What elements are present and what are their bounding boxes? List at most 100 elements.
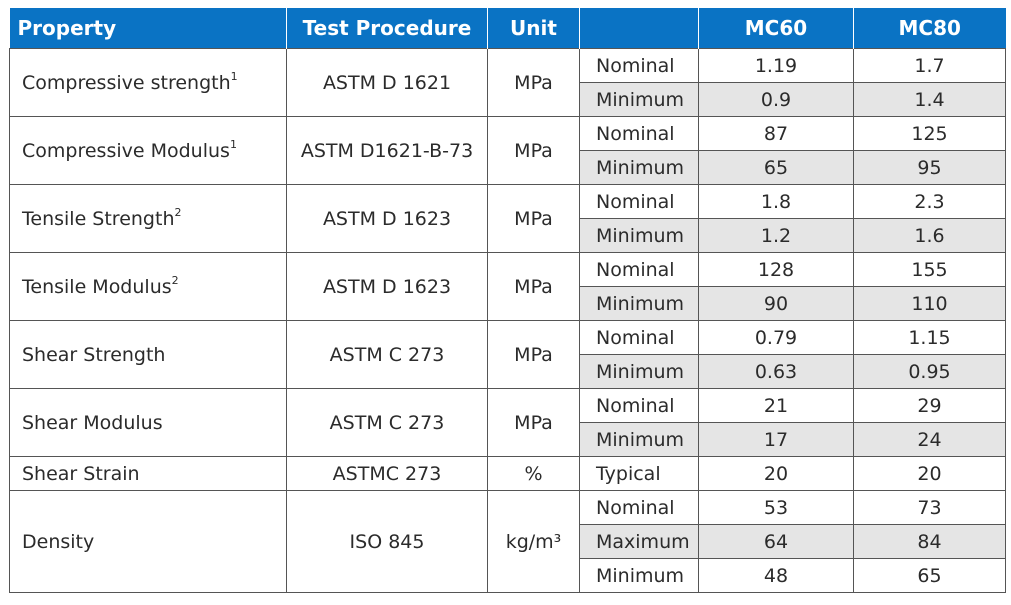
property-name: Compressive Modulus xyxy=(22,139,230,162)
header-mc80: MC80 xyxy=(853,8,1006,49)
property-cell: Shear Strength xyxy=(9,320,287,389)
mc80-value-cell: 73 xyxy=(853,490,1006,525)
value-type-cell: Minimum xyxy=(579,422,699,457)
property-name: Tensile Modulus xyxy=(22,275,172,298)
mc60-value-cell: 87 xyxy=(698,116,854,151)
mc60-value-cell: 0.79 xyxy=(698,320,854,355)
mc80-value-cell: 2.3 xyxy=(853,184,1006,219)
property-cell: Tensile Modulus2 xyxy=(9,252,287,321)
mc80-value-cell: 1.4 xyxy=(853,82,1006,117)
header-row: Property Test Procedure Unit MC60 MC80 xyxy=(9,8,1006,49)
value-type-cell: Typical xyxy=(579,456,699,491)
mc80-value-cell: 95 xyxy=(853,150,1006,185)
value-type-cell: Maximum xyxy=(579,524,699,559)
value-type-cell: Minimum xyxy=(579,286,699,321)
property-cell: Compressive strength1 xyxy=(9,48,287,117)
value-type-cell: Minimum xyxy=(579,218,699,253)
mc60-value-cell: 48 xyxy=(698,558,854,593)
mc80-value-cell: 1.6 xyxy=(853,218,1006,253)
property-name: Shear Strain xyxy=(22,462,140,485)
mc60-value-cell: 65 xyxy=(698,150,854,185)
property-cell: Density xyxy=(9,490,287,593)
mc60-value-cell: 20 xyxy=(698,456,854,491)
property-cell: Shear Modulus xyxy=(9,388,287,457)
mc80-value-cell: 24 xyxy=(853,422,1006,457)
mc60-value-cell: 64 xyxy=(698,524,854,559)
test-procedure-cell: ASTM D 1621 xyxy=(286,48,488,117)
mc80-value-cell: 65 xyxy=(853,558,1006,593)
footnote-marker: 1 xyxy=(229,137,237,151)
mc60-value-cell: 128 xyxy=(698,252,854,287)
value-type-cell: Minimum xyxy=(579,82,699,117)
footnote-marker: 2 xyxy=(174,205,182,219)
mc60-value-cell: 1.19 xyxy=(698,48,854,83)
table-row: Minimum 0.9 1.4 xyxy=(10,82,1006,117)
table-row: Minimum 48 65 xyxy=(10,558,1006,593)
header-test-procedure: Test Procedure xyxy=(286,8,488,49)
mc80-value-cell: 1.7 xyxy=(853,48,1006,83)
unit-cell: % xyxy=(487,456,580,491)
properties-table: Property Test Procedure Unit MC60 MC80 C… xyxy=(9,8,1006,593)
table-row: Tensile Modulus2 ASTM D 1623 MPa Nominal 128… xyxy=(9,252,1006,321)
mc80-value-cell: 155 xyxy=(853,252,1006,287)
value-type-cell: Nominal xyxy=(579,48,699,83)
unit-cell: MPa xyxy=(487,252,580,321)
header-value-type xyxy=(579,8,699,49)
table-row: Minimum 0.63 0.95 xyxy=(10,354,1006,389)
test-procedure-cell: ASTM D 1623 xyxy=(286,184,488,253)
value-type-cell: Nominal xyxy=(579,388,699,423)
test-procedure-cell: ASTMC 273 xyxy=(286,456,488,491)
header-mc60: MC60 xyxy=(698,8,854,49)
property-cell: Tensile Strength2 xyxy=(9,184,287,253)
test-procedure-cell: ASTM C 273 xyxy=(286,320,488,389)
unit-cell: MPa xyxy=(487,320,580,389)
unit-cell: MPa xyxy=(487,48,580,117)
unit-cell: MPa xyxy=(487,116,580,185)
mc80-value-cell: 1.15 xyxy=(853,320,1006,355)
value-type-cell: Nominal xyxy=(579,320,699,355)
mc60-value-cell: 1.2 xyxy=(698,218,854,253)
table-row: Compressive strength1 ASTM D 1621 MPa Nomin… xyxy=(9,48,1006,117)
value-type-cell: Nominal xyxy=(579,116,699,151)
mc60-value-cell: 0.9 xyxy=(698,82,854,117)
mc80-value-cell: 125 xyxy=(853,116,1006,151)
value-type-cell: Minimum xyxy=(579,150,699,185)
mc60-value-cell: 1.8 xyxy=(698,184,854,219)
mc80-value-cell: 20 xyxy=(853,456,1006,491)
test-procedure-cell: ASTM D1621-B-73 xyxy=(286,116,488,185)
table-body: Compressive strength1 ASTM D 1621 MPa Nomin… xyxy=(9,48,1006,593)
property-cell: Shear Strain xyxy=(9,456,287,491)
table-row: Minimum 65 95 xyxy=(10,150,1006,185)
footnote-marker: 1 xyxy=(230,69,238,83)
mc60-value-cell: 0.63 xyxy=(698,354,854,389)
unit-cell: MPa xyxy=(487,388,580,457)
mc60-value-cell: 17 xyxy=(698,422,854,457)
test-procedure-cell: ASTM C 273 xyxy=(286,388,488,457)
unit-cell: MPa xyxy=(487,184,580,253)
unit-cell: kg/m³ xyxy=(487,490,580,593)
table-row: Shear Strain ASTMC 273% Typical 20 20 xyxy=(9,456,1006,491)
value-type-cell: Minimum xyxy=(579,558,699,593)
properties-table-container: Property Test Procedure Unit MC60 MC80 C… xyxy=(9,8,1006,593)
table-row: Compressive Modulus1 ASTM D1621-B-73 MPa No… xyxy=(9,116,1006,185)
table-row: Shear Modulus ASTM C 273 MPa Nominal 21 29 xyxy=(9,388,1006,457)
property-name: Shear Strength xyxy=(22,343,166,366)
value-type-cell: Nominal xyxy=(579,252,699,287)
table-row: Minimum 90 110 xyxy=(10,286,1006,321)
table-row: Tensile Strength2 ASTM D 1623 MPa Nominal 1.… xyxy=(9,184,1006,253)
property-name: Compressive strength xyxy=(22,71,231,94)
mc80-value-cell: 29 xyxy=(853,388,1006,423)
mc60-value-cell: 21 xyxy=(698,388,854,423)
table-row: Minimum 1.2 1.6 xyxy=(10,218,1006,253)
value-type-cell: Minimum xyxy=(579,354,699,389)
value-type-cell: Nominal xyxy=(579,184,699,219)
table-row: Shear Strength ASTM C 273 MPa Nominal 0.79 1.… xyxy=(9,320,1006,389)
mc80-value-cell: 84 xyxy=(853,524,1006,559)
header-unit: Unit xyxy=(487,8,580,49)
property-name: Density xyxy=(22,530,95,553)
test-procedure-cell: ASTM D 1623 xyxy=(286,252,488,321)
header-property: Property xyxy=(9,8,287,49)
property-cell: Compressive Modulus1 xyxy=(9,116,287,185)
property-name: Tensile Strength xyxy=(22,207,175,230)
table-row: Maximum 64 84 xyxy=(10,524,1006,559)
